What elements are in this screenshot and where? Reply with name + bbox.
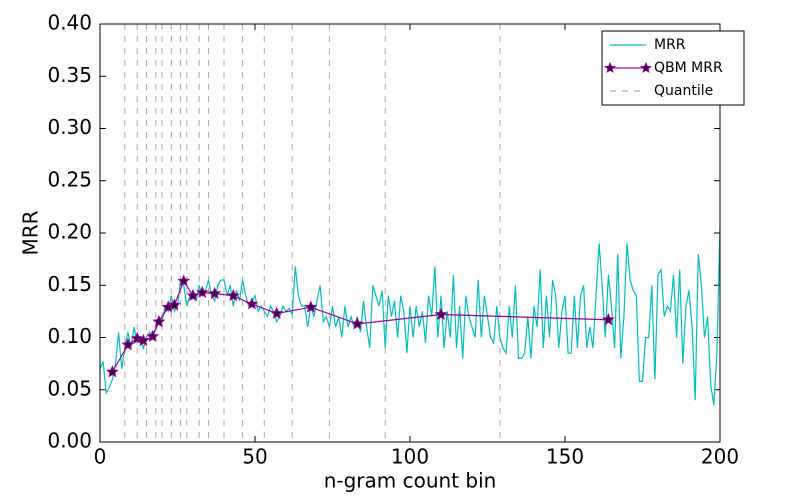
- marker: [146, 329, 160, 342]
- marker: [152, 315, 166, 328]
- legend-label: MRR: [654, 37, 686, 53]
- marker: [167, 298, 181, 311]
- legend-label: QBM MRR: [654, 60, 723, 76]
- x-axis-label: n-gram count bin: [324, 469, 497, 493]
- y-tick-label: 0.05: [47, 376, 92, 400]
- series-line: [99, 227, 721, 406]
- marker: [121, 338, 135, 351]
- marker: [105, 365, 119, 378]
- y-tick-label: 0.15: [47, 272, 92, 296]
- x-tick-label: 200: [701, 445, 739, 469]
- marker: [208, 286, 222, 300]
- x-tick-label: 0: [94, 445, 107, 469]
- marker: [177, 274, 191, 287]
- legend-marker: [639, 61, 653, 74]
- y-tick-label: 0.25: [47, 167, 92, 191]
- y-tick-label: 0.35: [47, 63, 92, 87]
- marker: [601, 312, 615, 326]
- legend-label: Quantile: [654, 83, 713, 99]
- y-tick-label: 0.20: [47, 220, 92, 244]
- y-tick-label: 0.10: [47, 324, 92, 348]
- marker: [245, 297, 259, 310]
- legend-marker: [603, 61, 617, 74]
- y-tick-label: 0.40: [47, 11, 92, 35]
- marker: [304, 300, 318, 313]
- marker: [186, 288, 200, 302]
- y-axis-label: MRR: [19, 210, 43, 255]
- x-tick-label: 150: [546, 445, 584, 469]
- y-tick-label: 0.30: [47, 115, 92, 139]
- marker: [195, 285, 209, 299]
- marker: [270, 306, 284, 319]
- marker: [434, 307, 448, 321]
- marker: [136, 333, 150, 347]
- x-tick-label: 100: [391, 445, 429, 469]
- y-tick-label: 0.00: [47, 429, 92, 453]
- x-tick-label: 50: [242, 445, 267, 469]
- marker: [350, 317, 364, 330]
- plot-frame: [99, 23, 721, 443]
- marker: [226, 288, 240, 302]
